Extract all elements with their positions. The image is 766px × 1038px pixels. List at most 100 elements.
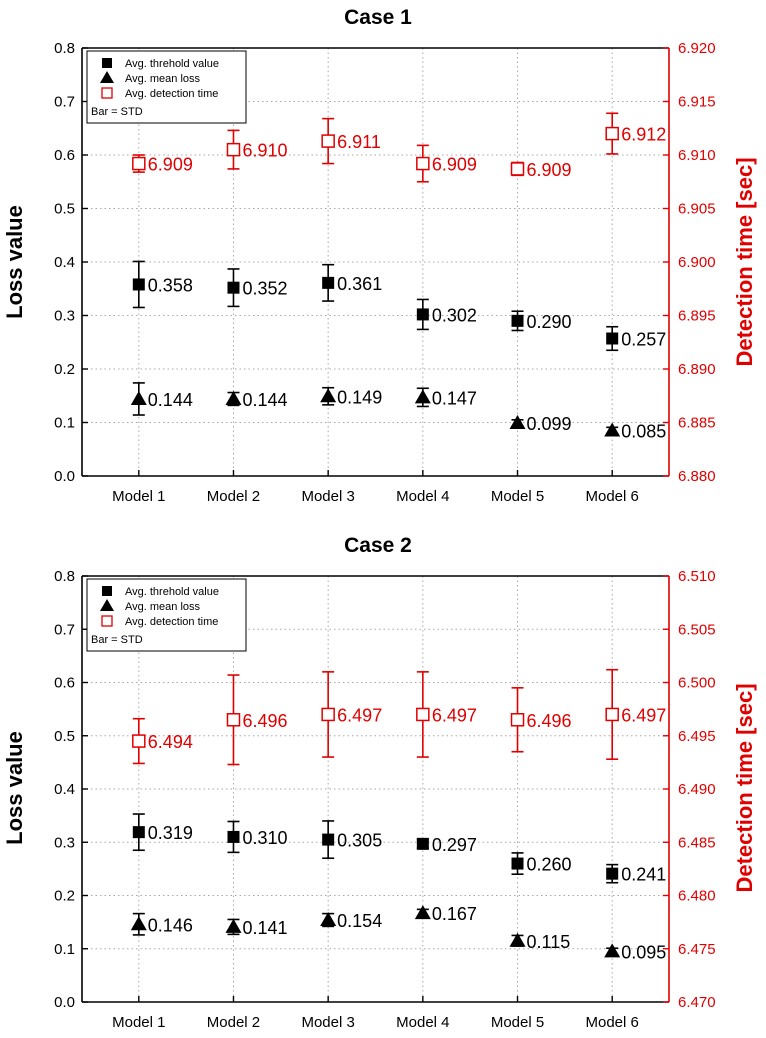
data-label: 6.497 bbox=[432, 705, 477, 725]
y2-tick-label: 6.500 bbox=[678, 675, 716, 692]
y-tick-label: 0.3 bbox=[54, 834, 75, 851]
marker-detection-time bbox=[132, 734, 146, 748]
data-label: 0.147 bbox=[432, 388, 477, 408]
y2-tick-label: 6.505 bbox=[678, 621, 716, 638]
y-tick-label: 0.2 bbox=[54, 888, 75, 905]
marker-mean-loss bbox=[130, 916, 147, 931]
y-tick-label: 0.7 bbox=[54, 94, 75, 111]
y-tick-label: 0.1 bbox=[54, 415, 75, 432]
data-label: 6.909 bbox=[432, 155, 477, 175]
marker-detection-time bbox=[416, 707, 430, 722]
data-label: 6.912 bbox=[621, 125, 666, 145]
data-label: 6.497 bbox=[337, 705, 382, 725]
legend-marker-open-square-icon bbox=[101, 87, 113, 99]
data-label: 0.167 bbox=[432, 904, 477, 924]
marker-mean-loss bbox=[320, 388, 337, 403]
marker-detection-time bbox=[416, 156, 430, 171]
y-tick-label: 0.0 bbox=[54, 994, 75, 1011]
data-label: 0.099 bbox=[527, 414, 572, 434]
marker-mean-loss bbox=[414, 389, 431, 404]
data-label: 0.290 bbox=[527, 312, 572, 332]
marker-detection-time bbox=[226, 142, 241, 157]
legend-marker-triangle-icon bbox=[100, 71, 114, 83]
y2-tick-label: 6.475 bbox=[678, 941, 716, 958]
x-tick-label-model-1: Model 1 bbox=[112, 488, 165, 505]
data-label: 0.115 bbox=[527, 932, 571, 952]
x-tick-label-model-1: Model 1 bbox=[112, 1014, 165, 1031]
y-tick-label: 0.6 bbox=[54, 147, 75, 164]
marker-mean-loss bbox=[320, 911, 337, 926]
y-tick-label: 0.2 bbox=[54, 361, 75, 378]
y-tick-label: 0.4 bbox=[54, 781, 75, 798]
legend-entry-avg-detection-time: Avg. detection time bbox=[125, 616, 218, 628]
data-label: 6.494 bbox=[148, 732, 193, 752]
legend-entry-avg-threhold-value: Avg. threhold value bbox=[125, 58, 219, 70]
marker-threshold bbox=[227, 830, 240, 843]
y2-tick-label: 6.915 bbox=[678, 94, 716, 111]
x-tick-label-model-5: Model 5 bbox=[491, 488, 544, 505]
chart-title-case-2: Case 2 bbox=[344, 534, 412, 557]
y-axis-label-case-2: Loss value bbox=[2, 731, 27, 845]
x-tick-label-model-3: Model 3 bbox=[301, 1014, 354, 1031]
marker-detection-time bbox=[510, 713, 525, 727]
legend-box bbox=[86, 50, 247, 124]
x-tick-label-model-5: Model 5 bbox=[491, 1014, 544, 1031]
y2-tick-label: 6.920 bbox=[678, 40, 716, 57]
data-label: 0.144 bbox=[148, 390, 193, 410]
data-label: 6.911 bbox=[337, 132, 381, 152]
y-tick-label: 0.3 bbox=[54, 308, 75, 325]
x-tick-label-model-2: Model 2 bbox=[207, 488, 260, 505]
data-label: 0.297 bbox=[432, 835, 477, 855]
marker-mean-loss bbox=[414, 905, 431, 920]
y2-tick-label: 6.885 bbox=[678, 415, 716, 432]
legend-marker-square-icon bbox=[102, 58, 112, 68]
legend-marker-triangle-icon bbox=[100, 599, 114, 611]
data-label: 0.144 bbox=[242, 390, 287, 410]
x-tick-label-model-3: Model 3 bbox=[301, 488, 354, 505]
marker-detection-time bbox=[321, 707, 335, 722]
y2-tick-label: 6.910 bbox=[678, 147, 716, 164]
marker-threshold bbox=[322, 276, 335, 289]
marker-threshold bbox=[606, 867, 619, 880]
data-label: 0.241 bbox=[621, 865, 666, 885]
legend-entry-avg-threhold-value: Avg. threhold value bbox=[125, 586, 219, 598]
legend-box bbox=[86, 578, 247, 652]
y-tick-label: 0.0 bbox=[54, 468, 75, 485]
marker-threshold bbox=[606, 332, 619, 345]
y2-tick-label: 6.900 bbox=[678, 254, 716, 271]
data-label: 0.146 bbox=[148, 915, 193, 935]
chart-panel-case-2: 0.0 0.1 0.2 0.3 0.4 0.5 0.6 0.7 0.8 6.470 6.475 6.4… bbox=[54, 568, 715, 1031]
y2-tick-label: 6.480 bbox=[678, 888, 716, 905]
data-label: 0.154 bbox=[337, 911, 382, 931]
y2-tick-label: 6.495 bbox=[678, 728, 716, 745]
marker-detection-time bbox=[605, 707, 619, 722]
marker-threshold bbox=[227, 281, 240, 294]
marker-detection-time bbox=[510, 162, 525, 176]
marker-threshold bbox=[416, 308, 429, 321]
marker-detection-time bbox=[605, 126, 619, 141]
y-tick-label: 0.8 bbox=[54, 568, 75, 585]
data-label: 6.910 bbox=[242, 141, 287, 161]
data-label: 0.085 bbox=[621, 422, 666, 442]
marker-detection-time bbox=[226, 713, 241, 727]
y2-axis-label-case-1: Detection time [sec] bbox=[732, 157, 757, 366]
legend-entry-avg-detection-time: Avg. detection time bbox=[125, 88, 218, 100]
data-label: 6.496 bbox=[242, 711, 287, 731]
y2-tick-label: 6.905 bbox=[678, 201, 716, 218]
x-tick-label-model-2: Model 2 bbox=[207, 1014, 260, 1031]
data-label: 6.909 bbox=[148, 155, 193, 175]
y2-tick-label: 6.510 bbox=[678, 568, 716, 585]
y-axis-label-case-1: Loss value bbox=[2, 205, 27, 319]
data-label: 6.496 bbox=[527, 711, 572, 731]
marker-detection-time bbox=[132, 156, 146, 171]
data-label: 0.260 bbox=[527, 855, 572, 875]
data-label: 0.305 bbox=[337, 831, 382, 851]
legend-entry-avg-mean-loss: Avg. mean loss bbox=[125, 601, 201, 613]
marker-threshold bbox=[132, 278, 145, 291]
data-label: 0.141 bbox=[242, 918, 287, 938]
y-tick-label: 0.5 bbox=[54, 728, 75, 745]
x-tick-label-model-4: Model 4 bbox=[396, 1014, 449, 1031]
marker-threshold bbox=[511, 857, 524, 870]
y2-tick-label: 6.890 bbox=[678, 361, 716, 378]
data-label: 0.361 bbox=[337, 274, 382, 294]
